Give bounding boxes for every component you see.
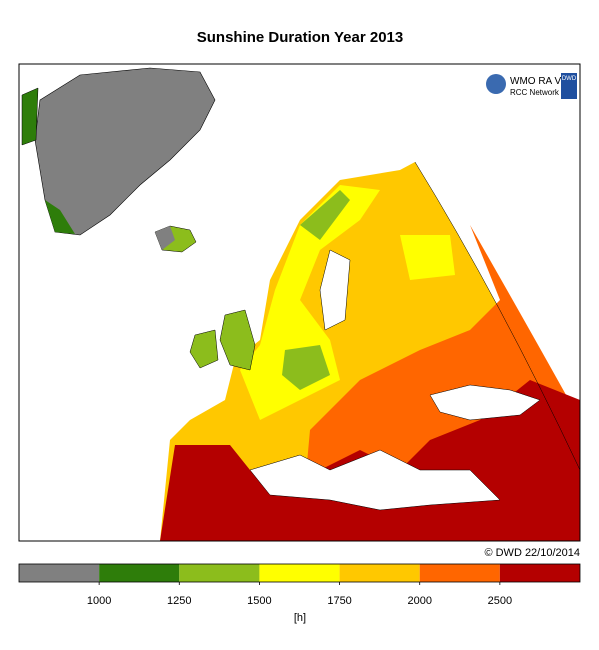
legend-swatch: [259, 564, 340, 582]
yellow-finland: [400, 235, 455, 280]
baltic-sea: [319, 249, 351, 331]
map-frame: [18, 63, 581, 542]
legend-tick-label: 2500: [488, 595, 512, 607]
greenland-coast: [45, 200, 75, 234]
domain-edge: [414, 161, 580, 471]
legend-tick-label: 1500: [247, 595, 271, 607]
wmo-emblem: [486, 74, 506, 94]
green-central: [282, 345, 330, 390]
green-norway: [300, 190, 350, 240]
baffin-coast: [21, 87, 39, 146]
greenland: [34, 67, 216, 236]
map: WMO RA VI RCC Network DWD: [18, 63, 581, 542]
legend-swatch: [179, 564, 260, 582]
legend-swatch: [99, 564, 180, 582]
map-title: Sunshine Duration Year 2013: [197, 29, 403, 46]
logo-network: RCC Network: [510, 88, 560, 97]
legend-frame: [18, 563, 581, 583]
logo-service: DWD: [562, 76, 577, 82]
legend-tick-label: 2000: [407, 595, 431, 607]
legend-swatch: [19, 564, 100, 582]
black-sea: [429, 384, 541, 421]
britain: [219, 309, 256, 371]
legend-swatch: [339, 564, 420, 582]
logo-org: WMO RA VI: [510, 76, 564, 87]
legend-swatch: [499, 564, 580, 582]
legend: 1000 1250 1500 1750 2000 2500: [18, 563, 581, 607]
legend-tick-label: 1250: [167, 595, 191, 607]
legend-tick-label: 1750: [327, 595, 351, 607]
mediterranean: [249, 449, 501, 511]
legend-tick-label: 1000: [87, 595, 111, 607]
yellow-zone: [240, 185, 380, 420]
credit: © DWD 22/10/2014: [484, 547, 580, 559]
ireland: [189, 329, 219, 369]
legend-swatch: [419, 564, 500, 582]
legend-unit: [h]: [294, 612, 306, 624]
dwd-logo: [561, 73, 577, 99]
iceland-west: [155, 226, 175, 250]
